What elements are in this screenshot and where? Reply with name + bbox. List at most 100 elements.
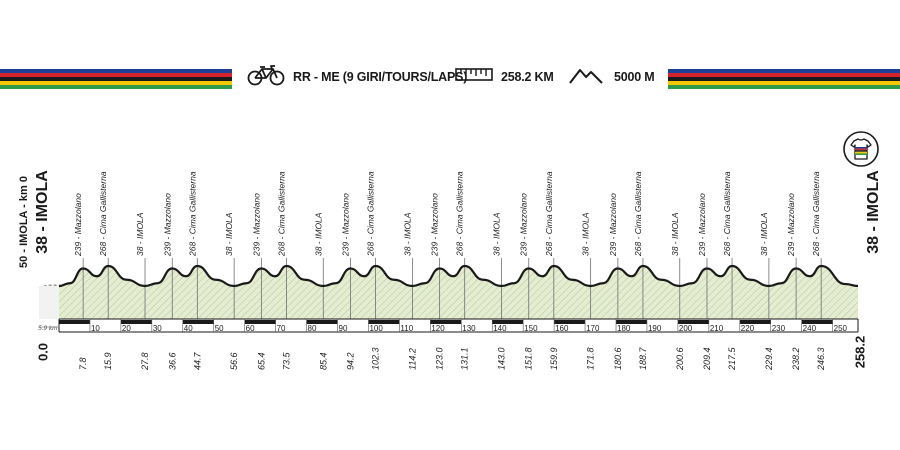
scale-tick-label: 120 [431, 324, 445, 333]
point-label: 268 - Cima Gallisterna [98, 171, 108, 257]
stripe-green [0, 85, 232, 89]
bicycle-icon [247, 64, 285, 91]
point-label: 239 - Mazzolano [697, 193, 707, 257]
scale-segment [616, 320, 647, 324]
scale-tick-label: 160 [555, 324, 569, 333]
point-label: 239 - Mazzolano [519, 193, 529, 257]
km-label: 94.2 [346, 352, 356, 370]
km-label: 151.8 [524, 347, 534, 370]
scale-segment [368, 320, 400, 324]
stripe-black [0, 77, 232, 81]
km-label: 143.0 [497, 347, 507, 370]
km-label: 159.9 [549, 347, 559, 370]
km-label: 7.8 [78, 357, 88, 370]
point-label: 38 - IMOLA [313, 212, 323, 256]
scale-segment [492, 320, 524, 324]
scale-tick-label: 130 [462, 324, 476, 333]
jersey-icon [842, 130, 880, 173]
scale-tick-label: 180 [617, 324, 631, 333]
point-label: 268 - Cima Gallisterna [811, 171, 821, 257]
stripe-red [0, 73, 232, 77]
point-label: 239 - Mazzolano [608, 193, 618, 257]
point-label: 38 - IMOLA [759, 212, 769, 256]
stripe-blue [0, 69, 232, 73]
scale-tick-label: 200 [679, 324, 693, 333]
scale-tick-label: 90 [339, 324, 348, 333]
point-label: 239 - Mazzolano [341, 193, 351, 257]
scale-tick-label: 80 [308, 324, 317, 333]
scale-tick-label: 230 [772, 324, 786, 333]
km-label: 44.7 [192, 351, 202, 370]
point-label: 268 - Cima Gallisterna [633, 171, 643, 257]
km-label: 246.3 [816, 347, 826, 371]
km-label: 123.0 [435, 347, 445, 370]
point-label: 268 - Cima Gallisterna [276, 171, 286, 257]
point-label: 38 - IMOLA [670, 212, 680, 256]
km-label: 200.6 [675, 347, 685, 371]
point-label: 268 - Cima Gallisterna [722, 171, 732, 257]
point-label: 239 - Mazzolano [786, 193, 796, 257]
scale-segment [739, 320, 771, 324]
point-label: 268 - Cima Gallisterna [187, 171, 197, 257]
km-label: 131.1 [460, 347, 470, 370]
stripe-green [668, 85, 900, 89]
scale-tick-label: 70 [277, 324, 286, 333]
km-label: 65.4 [256, 352, 266, 370]
scale-tick-label: 220 [741, 324, 755, 333]
scale-segment [677, 320, 709, 324]
scale-tick-label: 140 [493, 324, 507, 333]
point-label: 239 - Mazzolano [73, 193, 83, 257]
point-label: 38 - IMOLA [492, 212, 502, 256]
stripe-yellow [0, 81, 232, 85]
point-label: 239 - Mazzolano [251, 193, 261, 257]
scale-tick-label: 10 [91, 324, 100, 333]
ruler-icon [455, 67, 493, 87]
point-label: 268 - Cima Gallisterna [455, 171, 465, 257]
scale-tick-label: 40 [184, 324, 193, 333]
point-label: 38 - IMOLA [135, 212, 145, 256]
km-label: 209.4 [702, 347, 712, 371]
scale-tick-label: 30 [153, 324, 162, 333]
km-label: 85.4 [318, 352, 328, 370]
scale-tick-label: 150 [524, 324, 538, 333]
profile-line [58, 264, 859, 288]
scale-segment [306, 320, 338, 324]
km-label: 15.9 [103, 352, 113, 370]
km-label: 217.5 [727, 346, 737, 371]
point-label: 38 - IMOLA [402, 212, 412, 256]
scale-segment [120, 320, 152, 324]
elevation-info: 5000 M [568, 64, 655, 90]
km-label: 188.7 [638, 346, 648, 370]
scale-tick-label: 170 [586, 324, 600, 333]
scale-segment [182, 320, 214, 324]
scale-segment [801, 320, 833, 324]
km-label: 56.6 [229, 352, 239, 370]
scale-tick-label: 60 [246, 324, 255, 333]
point-label: 268 - Cima Gallisterna [544, 171, 554, 257]
point-label: 239 - Mazzolano [162, 193, 172, 257]
total-distance: 258.2 KM [501, 70, 554, 84]
rainbow-stripes-right [668, 69, 900, 89]
point-label: 239 - Mazzolano [430, 193, 440, 257]
scale-segment [554, 320, 586, 324]
scale-segment [244, 320, 276, 324]
stripe-black [668, 77, 900, 81]
scale-tick-label: 190 [648, 324, 662, 333]
mountain-icon [568, 65, 604, 90]
stripe-red [668, 73, 900, 77]
point-label: 38 - IMOLA [581, 212, 591, 256]
km-label: 229.4 [764, 347, 774, 371]
point-label: 268 - Cima Gallisterna [366, 171, 376, 257]
scale-tick-label: 50 [215, 324, 224, 333]
scale-tick-label: 100 [369, 324, 383, 333]
km-label: 180.6 [613, 347, 623, 370]
scale-segment [59, 320, 90, 324]
scale-tick-label: 240 [803, 324, 817, 333]
km-label: 238.2 [791, 347, 801, 371]
km-label: 171.8 [586, 347, 596, 370]
scale-tick-label: 210 [710, 324, 724, 333]
scale-tick-label: 20 [122, 324, 131, 333]
scale-tick-label: 250 [834, 324, 848, 333]
neutral-label: 5.9 km [38, 325, 58, 332]
